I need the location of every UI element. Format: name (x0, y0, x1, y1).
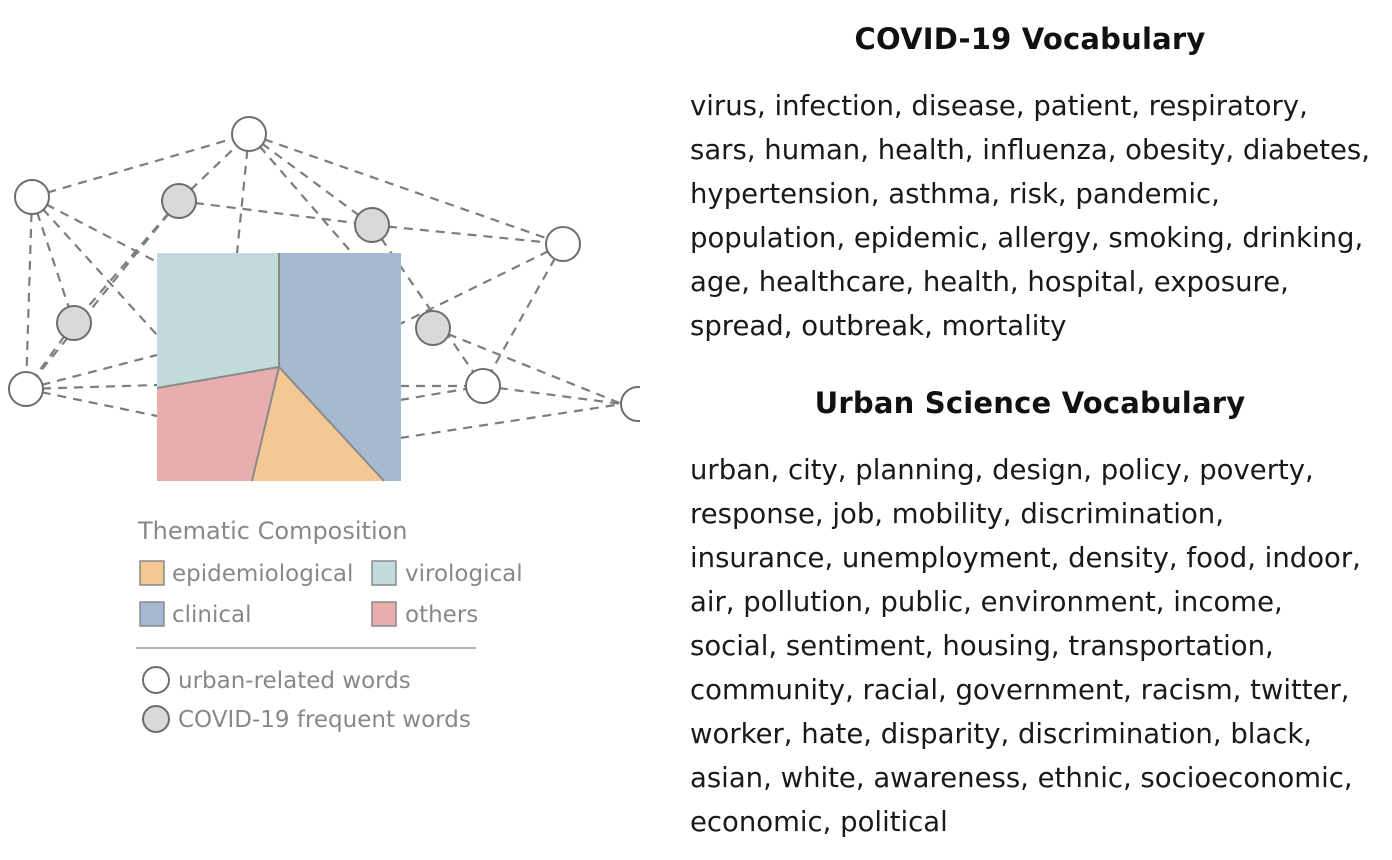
covid-vocabulary-heading: COVID-19 Vocabulary (854, 22, 1206, 56)
legend-swatch-clinical (139, 601, 165, 627)
covid-vocabulary-section: COVID-19 Vocabulary virus, infection, di… (690, 22, 1390, 348)
legend-swatch-virological (371, 560, 397, 586)
epidemiological-region (252, 367, 384, 481)
virological-region (157, 253, 279, 388)
urban-word-node (545, 226, 581, 262)
thematic-composition-square (156, 253, 401, 482)
covid-word-node (415, 310, 451, 346)
urban-word-node (14, 179, 50, 215)
urban-word-node (465, 368, 501, 404)
legend-label-others: others (405, 602, 478, 628)
legend-title: Thematic Composition (137, 517, 408, 545)
legend-urban-node-icon (142, 666, 170, 694)
covid-vocabulary-list: virus, infection, disease, patient, resp… (690, 90, 1370, 342)
legend-label-urban-words: urban-related words (178, 668, 411, 694)
legend-label-virological: virological (405, 561, 523, 587)
urban-word-node (231, 116, 267, 152)
urban-vocabulary-section: Urban Science Vocabulary urban, city, pl… (690, 386, 1390, 844)
clinical-region (279, 253, 401, 481)
legend-label-epidemiological: epidemiological (172, 561, 353, 587)
legend-swatch-others (371, 601, 397, 627)
covid-word-node (354, 207, 390, 243)
urban-vocabulary-heading: Urban Science Vocabulary (814, 386, 1246, 420)
others-region (157, 367, 279, 481)
covid-word-node (161, 183, 197, 219)
network-nodes (8, 116, 640, 422)
legend-swatch-epidemiological (139, 560, 165, 586)
urban-vocabulary-list: urban, city, planning, design, policy, p… (690, 454, 1361, 838)
urban-word-node (620, 386, 640, 422)
legend: Thematic Composition epidemiological vir… (136, 517, 523, 733)
word-network-diagram: Thematic Composition epidemiological vir… (8, 116, 640, 733)
covid-word-node (56, 305, 92, 341)
legend-covid-node-icon (142, 705, 170, 733)
legend-label-clinical: clinical (172, 602, 252, 628)
legend-label-covid-words: COVID-19 frequent words (178, 707, 471, 733)
urban-word-node (8, 371, 44, 407)
